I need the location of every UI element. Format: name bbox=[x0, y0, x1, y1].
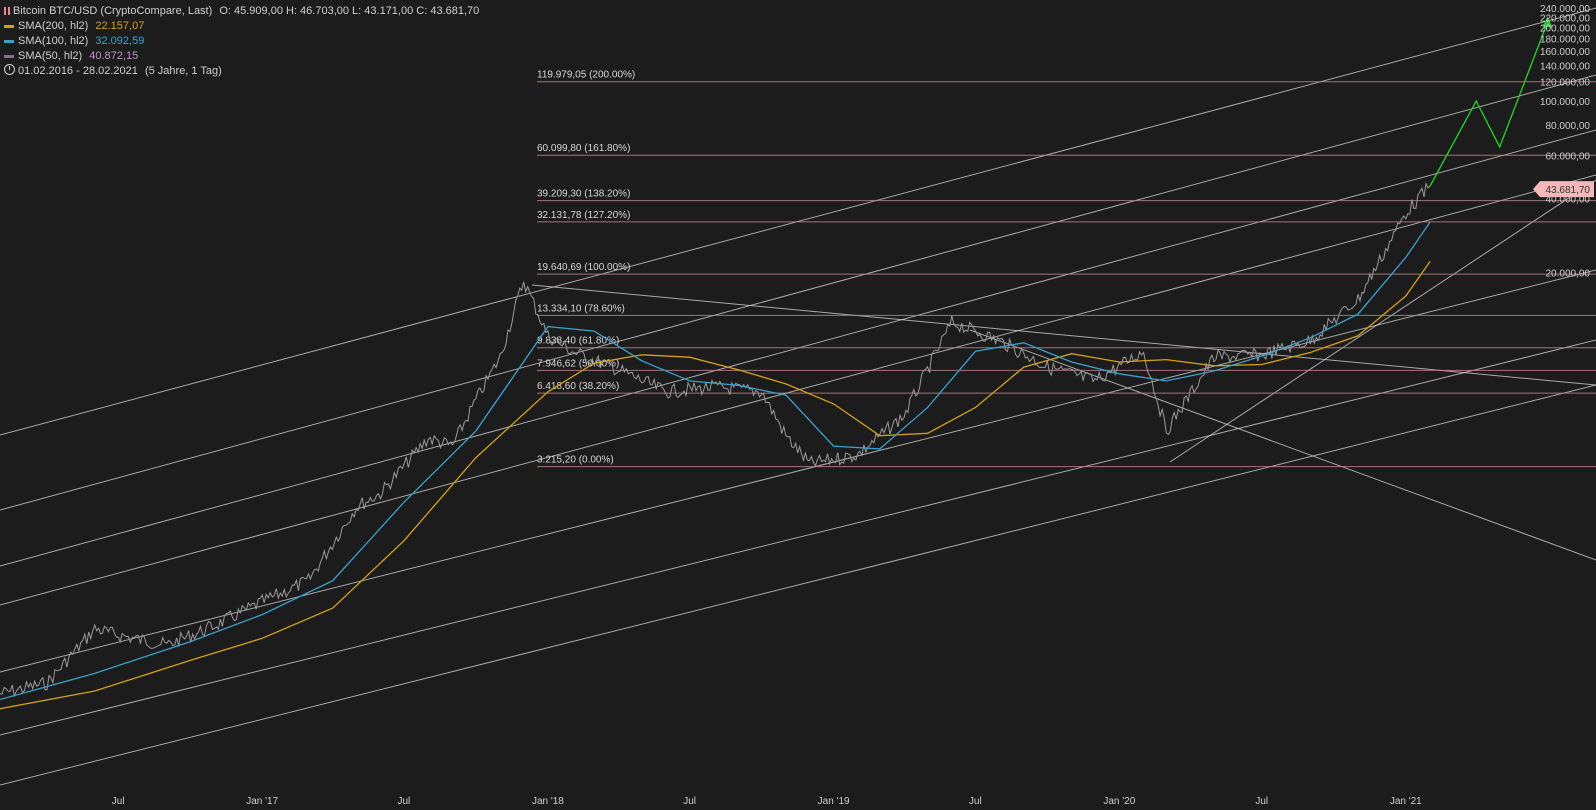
fib-level-label: 32.131,78 (127.20%) bbox=[537, 210, 630, 221]
fib-level-label: 6.418,60 (38.20%) bbox=[537, 381, 619, 392]
y-axis: 240.000,00220.000,00200.000,00180.000,00… bbox=[1540, 4, 1590, 279]
x-tick-label: Jul bbox=[683, 796, 696, 807]
y-tick-label: 240.000,00 bbox=[1540, 4, 1590, 15]
x-tick-label: Jan '20 bbox=[1103, 796, 1135, 807]
price-line bbox=[0, 182, 1431, 698]
sma100-swatch bbox=[4, 39, 14, 43]
projection-path bbox=[1429, 21, 1549, 187]
arrow-head-icon bbox=[1542, 16, 1553, 28]
x-tick-label: Jan '17 bbox=[246, 796, 278, 807]
x-tick-label: Jan '18 bbox=[532, 796, 564, 807]
trendlines bbox=[0, 7, 1596, 786]
fib-level-label: 3.215,20 (0.00%) bbox=[537, 455, 614, 466]
y-tick-label: 20.000,00 bbox=[1546, 268, 1591, 279]
x-axis: Jul Jan '17 Jul Jan '18 Jul Jan '19 Jul Jan '20… bbox=[112, 796, 1422, 807]
x-tick-label: Jan '21 bbox=[1390, 796, 1422, 807]
y-tick-label: 100.000,00 bbox=[1540, 97, 1590, 108]
trendline bbox=[969, 329, 1596, 561]
sma200-value: 22.157,07 bbox=[95, 20, 145, 32]
trendline bbox=[0, 384, 1596, 786]
trendline bbox=[0, 74, 1596, 511]
chart-legend: Bitcoin BTC/USD (CryptoCompare, Last) O:… bbox=[4, 4, 479, 79]
instrument-title: Bitcoin BTC/USD (CryptoCompare, Last) bbox=[13, 5, 213, 17]
trendline bbox=[0, 269, 1596, 673]
x-tick-label: Jul bbox=[112, 796, 125, 807]
y-tick-label: 140.000,00 bbox=[1540, 61, 1590, 72]
fib-level-label: 60.099,80 (161.80%) bbox=[537, 143, 630, 154]
date-range: 01.02.2016 - 28.02.2021 bbox=[18, 65, 138, 77]
legend-sma100[interactable]: SMA(100, hl2) 32.092,59 bbox=[4, 34, 479, 49]
y-tick-label: 60.000,00 bbox=[1546, 151, 1591, 162]
fibonacci-levels: 119.979,05 (200.00%) 60.099,80 (161.80%) 3… bbox=[537, 70, 1596, 468]
fib-level-label: 19.640,69 (100.00%) bbox=[537, 262, 630, 273]
sma100-value: 32.092,59 bbox=[95, 35, 145, 47]
projection-arrow bbox=[1429, 16, 1553, 187]
y-tick-label: 200.000,00 bbox=[1540, 23, 1590, 34]
trendline bbox=[1169, 179, 1596, 463]
fib-level-label: 7.946,62 (50.00%) bbox=[537, 358, 619, 369]
sma50-value: 40.872,15 bbox=[89, 50, 139, 62]
clock-icon bbox=[4, 64, 15, 75]
x-tick-label: Jul bbox=[969, 796, 982, 807]
fib-level-label: 9.838,40 (61.80%) bbox=[537, 336, 619, 347]
trendline bbox=[0, 174, 1596, 606]
legend-title-row[interactable]: Bitcoin BTC/USD (CryptoCompare, Last) O:… bbox=[4, 4, 479, 19]
x-tick-label: Jan '19 bbox=[818, 796, 850, 807]
sma200-label: SMA(200, hl2) bbox=[18, 20, 89, 32]
sma200-line bbox=[0, 261, 1431, 710]
candlestick-icon bbox=[4, 7, 10, 15]
legend-sma50[interactable]: SMA(50, hl2) 40.872,15 bbox=[4, 49, 479, 64]
sma100-label: SMA(100, hl2) bbox=[18, 35, 89, 47]
x-tick-label: Jul bbox=[1255, 796, 1268, 807]
fib-level-label: 39.209,30 (138.20%) bbox=[537, 189, 630, 200]
y-tick-label: 160.000,00 bbox=[1540, 47, 1590, 58]
sma50-label: SMA(50, hl2) bbox=[18, 50, 83, 62]
trendline bbox=[531, 284, 1596, 386]
sma100-line bbox=[0, 221, 1431, 701]
ohlc-values: O: 45.909,00 H: 46.703,00 L: 43.171,00 C… bbox=[219, 5, 480, 17]
last-price-badge bbox=[1533, 181, 1594, 198]
last-price-marker: 43.681,70 bbox=[1533, 181, 1594, 198]
sma50-swatch bbox=[4, 54, 14, 58]
y-tick-label: 180.000,00 bbox=[1540, 35, 1590, 46]
x-tick-label: Jul bbox=[397, 796, 410, 807]
legend-sma200[interactable]: SMA(200, hl2) 22.157,07 bbox=[4, 19, 479, 34]
last-price-label: 43.681,70 bbox=[1546, 185, 1591, 196]
y-tick-label: 80.000,00 bbox=[1546, 121, 1591, 132]
trendline bbox=[0, 339, 1596, 736]
sma200-swatch bbox=[4, 24, 14, 28]
price-series bbox=[0, 182, 1431, 710]
fib-level-label: 13.334,10 (78.60%) bbox=[537, 303, 625, 314]
date-range-detail: (5 Jahre, 1 Tag) bbox=[144, 65, 222, 77]
y-tick-label: 40.000,00 bbox=[1546, 195, 1591, 206]
y-tick-label: 120.000,00 bbox=[1540, 78, 1590, 89]
legend-range-row[interactable]: 01.02.2016 - 28.02.2021 (5 Jahre, 1 Tag) bbox=[4, 64, 479, 79]
y-tick-label: 220.000,00 bbox=[1540, 13, 1590, 24]
fib-level-label: 119.979,05 (200.00%) bbox=[537, 70, 635, 81]
